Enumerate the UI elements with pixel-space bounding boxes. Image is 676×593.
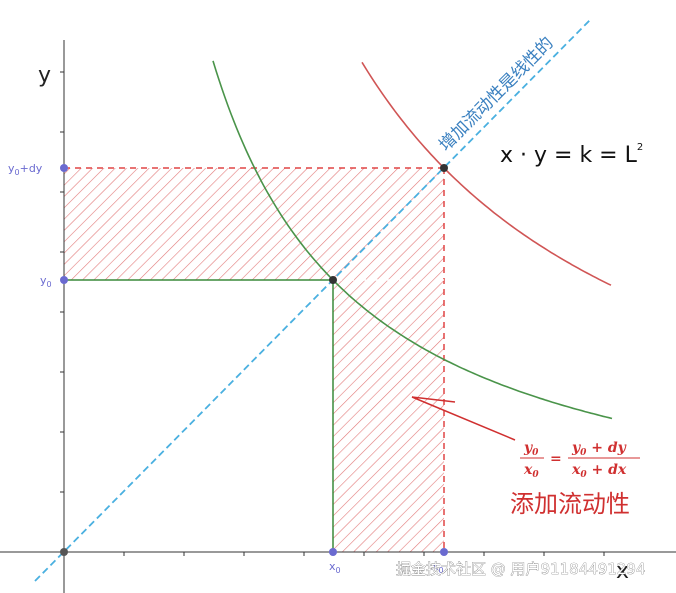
- curve-red: [361, 61, 612, 286]
- sub: 0: [47, 280, 52, 289]
- points: [60, 164, 448, 556]
- right-den: x0 + dx: [571, 462, 627, 480]
- label-x0: x0: [329, 560, 341, 575]
- rest: +dy: [20, 162, 43, 175]
- sub: 0: [15, 168, 20, 177]
- base: x: [523, 462, 533, 478]
- base: y: [571, 440, 581, 456]
- equals: =: [550, 451, 562, 467]
- base: x: [571, 462, 581, 478]
- sub: 0: [532, 470, 539, 480]
- ticks: [60, 71, 605, 556]
- sub: 0: [439, 566, 444, 575]
- right-num: y0 + dy: [571, 440, 627, 458]
- linear-line: [34, 19, 591, 582]
- sub: 0: [336, 566, 341, 575]
- sub: 0: [532, 448, 539, 458]
- arrow: [411, 396, 516, 441]
- base: y: [523, 440, 533, 456]
- left-den: x0: [523, 462, 539, 480]
- hatch-top: [64, 168, 444, 280]
- base: x: [432, 560, 439, 573]
- caption: 添加流动性: [510, 490, 630, 518]
- label-y0-dy: y0+dy: [8, 162, 43, 177]
- hatch-right: [333, 280, 444, 552]
- x-axis-label: x: [616, 559, 629, 584]
- label-y0: y0: [40, 274, 52, 289]
- rest: + dy: [586, 440, 626, 456]
- linear-annotation: 增加流动性是线性的: [435, 33, 557, 155]
- base: y: [8, 162, 15, 175]
- formula-main: x · y = k = L: [500, 143, 638, 168]
- formula: x · y = k = L2: [500, 142, 643, 168]
- curve-green: [212, 60, 613, 420]
- watermark: 掘金技术社区 @ 用户91184491294: [396, 560, 646, 578]
- sub: 0: [580, 470, 587, 480]
- formula-sup: 2: [637, 142, 643, 153]
- sub: 0: [580, 448, 587, 458]
- base: x: [329, 560, 336, 573]
- label-x0-dx: x0: [432, 560, 444, 575]
- green-lines: [64, 279, 334, 552]
- left-num: y0: [523, 440, 539, 458]
- base: y: [40, 274, 47, 287]
- ratio: y0 x0 = y0 + dy x0 + dx: [520, 440, 640, 480]
- rest: + dx: [587, 462, 627, 478]
- y-axis-label: y: [38, 63, 51, 88]
